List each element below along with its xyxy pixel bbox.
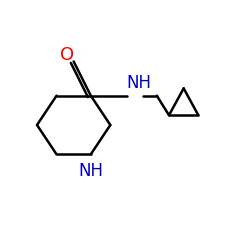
Text: NH: NH bbox=[126, 74, 151, 92]
Text: O: O bbox=[60, 46, 74, 64]
Text: NH: NH bbox=[78, 162, 103, 180]
